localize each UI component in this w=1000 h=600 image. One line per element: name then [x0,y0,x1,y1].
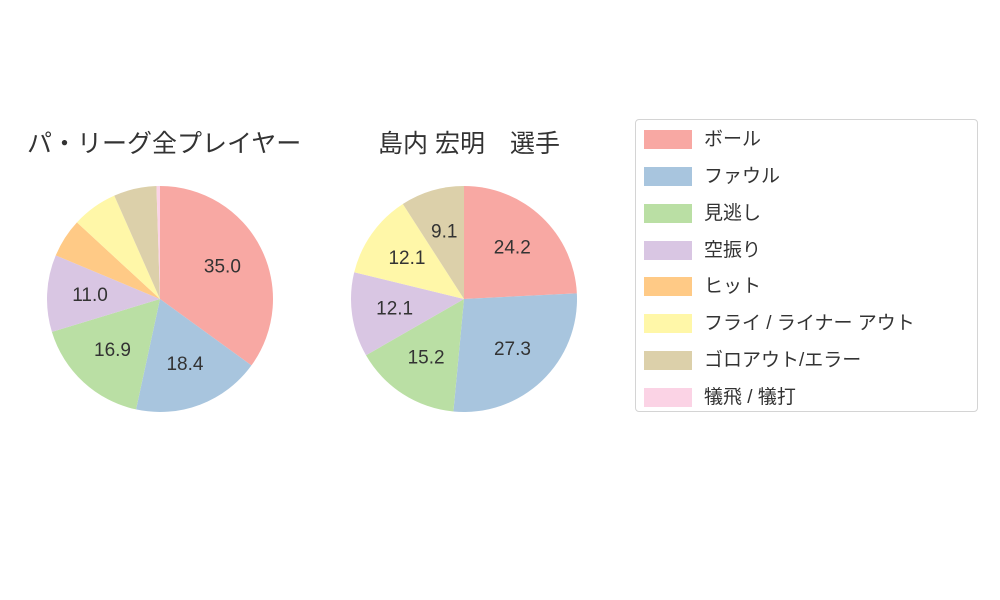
svg-text:35.0: 35.0 [204,257,241,278]
svg-text:12.1: 12.1 [376,298,413,319]
svg-text:27.3: 27.3 [494,339,531,360]
svg-text:18.4: 18.4 [166,354,203,375]
svg-text:16.9: 16.9 [94,340,131,361]
svg-text:9.1: 9.1 [431,221,457,242]
svg-text:11.0: 11.0 [72,285,108,306]
svg-text:12.1: 12.1 [388,248,425,269]
svg-text:24.2: 24.2 [494,238,531,259]
svg-text:15.2: 15.2 [408,347,445,368]
